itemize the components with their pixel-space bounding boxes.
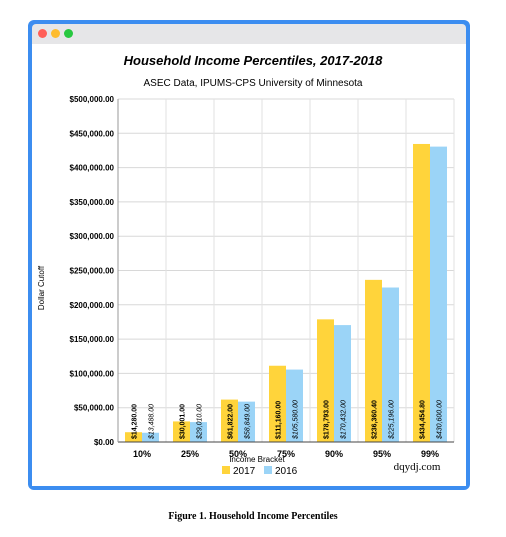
bar-2017-90% (317, 319, 334, 442)
data-label-2017-50%: $61,822.00 (228, 404, 235, 439)
data-label-2017-99%: $434,454.80 (420, 400, 427, 439)
bar-2017-10% (125, 432, 142, 442)
y-axis-title: Dollar Cutoff (37, 265, 46, 310)
bar-2016-99% (430, 146, 447, 442)
data-label-2017-10%: $14,280.00 (132, 404, 139, 439)
bar-2016-25% (190, 422, 207, 442)
maximize-window-button[interactable] (64, 29, 73, 38)
bar-2016-90% (334, 325, 351, 442)
x-tick-label: 10% (133, 449, 151, 459)
app-window: Household Income Percentiles, 2017-2018 … (28, 20, 470, 490)
x-tick-label: 95% (373, 449, 391, 459)
window-titlebar (32, 24, 466, 44)
data-label-2017-95%: $236,360.40 (372, 400, 379, 439)
bar-2017-99% (413, 143, 430, 443)
data-label-2017-75%: $111,160.00 (276, 401, 283, 439)
data-label-2016-50%: $58,849.00 (245, 404, 252, 440)
bar-2017-50% (221, 399, 238, 442)
chart-subtitle: ASEC Data, IPUMS-CPS University of Minne… (144, 78, 363, 89)
income-percentile-chart: Household Income Percentiles, 2017-2018 … (37, 53, 455, 477)
y-tick-label: $300,000.00 (70, 232, 115, 241)
data-label-2016-95%: $225,196.00 (389, 400, 396, 440)
data-label-2017-25%: $30,001.00 (180, 404, 187, 439)
y-tick-label: $500,000.00 (70, 95, 115, 104)
y-tick-label: $50,000.00 (74, 404, 115, 413)
data-label-2016-10%: $13,488.00 (149, 404, 156, 440)
x-tick-label: 75% (277, 449, 295, 459)
bar-2016-10% (142, 432, 159, 442)
data-label-2016-25%: $29,010.00 (197, 404, 204, 440)
x-tick-label: 90% (325, 449, 343, 459)
x-tick-label: 25% (181, 449, 199, 459)
window-content: Household Income Percentiles, 2017-2018 … (32, 44, 466, 486)
y-tick-label: $350,000.00 (70, 198, 115, 207)
chart-title: Household Income Percentiles, 2017-2018 (124, 53, 383, 68)
figure-caption: Figure 1. Household Income Percentiles (168, 511, 338, 522)
data-label-2016-75%: $105,580.00 (293, 400, 300, 440)
legend-swatch-2017 (222, 466, 230, 474)
y-tick-label: $450,000.00 (70, 129, 115, 138)
bar-2016-95% (382, 287, 399, 442)
bar-2017-75% (269, 365, 286, 442)
y-tick-label: $100,000.00 (70, 369, 115, 378)
y-tick-label: $0.00 (94, 438, 115, 447)
bar-2017-95% (365, 279, 382, 442)
minimize-window-button[interactable] (51, 29, 60, 38)
bar-2016-50% (238, 401, 255, 442)
data-label-2017-90%: $178,793.00 (324, 400, 331, 439)
legend-label-2017: 2017 (233, 466, 256, 477)
y-tick-label: $150,000.00 (70, 335, 115, 344)
y-tick-label: $200,000.00 (70, 301, 115, 310)
y-tick-label: $400,000.00 (70, 164, 115, 173)
x-axis-title: Income Bracket (229, 455, 285, 464)
data-label-2016-99%: $430,600.00 (437, 400, 444, 440)
close-window-button[interactable] (38, 29, 47, 38)
x-tick-label: 99% (421, 449, 439, 459)
legend-label-2016: 2016 (275, 466, 298, 477)
legend-swatch-2016 (264, 466, 272, 474)
y-tick-label: $250,000.00 (70, 267, 115, 276)
x-tick-label: 50% (229, 449, 247, 459)
watermark-text: dqydj.com (394, 461, 441, 473)
data-label-2016-90%: $170,432.00 (341, 400, 348, 440)
bar-2017-25% (173, 421, 190, 442)
bar-2016-75% (286, 369, 303, 442)
